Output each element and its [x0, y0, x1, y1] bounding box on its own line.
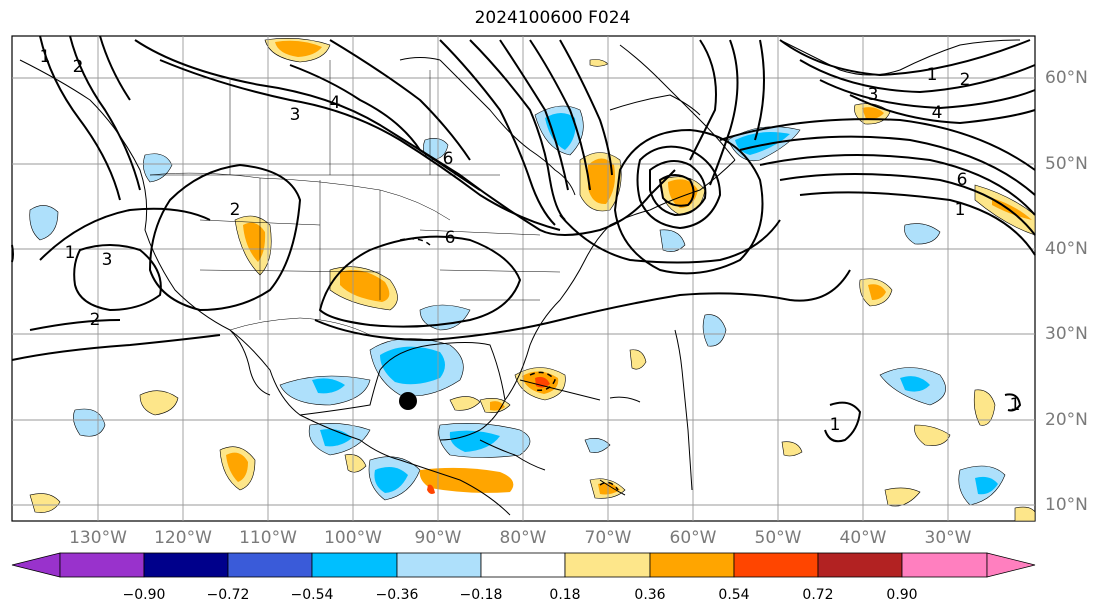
lon-label: 120°W [154, 528, 212, 548]
colorbar-swatch [311, 552, 398, 578]
contour-label: 1 [1010, 395, 1021, 415]
colorbar-swatch [901, 552, 988, 578]
contour-label: 2 [230, 200, 241, 220]
map-title: 2024100600 F024 [474, 8, 631, 28]
lon-label: 110°W [239, 528, 297, 548]
map-area: 1 2 3 4 6 6 1 2 3 4 6 1 2 3 1 2 1 1 [11, 35, 1036, 522]
colorbar-swatch [564, 552, 651, 578]
deep-blue-shading [312, 113, 998, 495]
lon-label: 130°W [69, 528, 127, 548]
contour-label: 3 [290, 105, 301, 125]
colorbar-swatch [480, 552, 566, 578]
colorbar-tick-label: −0.72 [206, 587, 250, 603]
storm-center-marker [399, 392, 417, 410]
contour-label: 4 [330, 93, 341, 113]
lon-label: 50°W [754, 528, 802, 548]
colorbar-tick-label: −0.36 [375, 587, 419, 603]
contour-label: 1 [830, 415, 841, 435]
lat-label: 20°N [1045, 410, 1088, 430]
colorbar-swatch [649, 552, 735, 578]
dashed-contours [399, 238, 619, 491]
contour-label: 6 [957, 170, 968, 190]
lon-label: 80°W [499, 528, 547, 548]
colorbar-swatch [11, 552, 61, 578]
colorbar-tick-label: 0.18 [549, 587, 581, 603]
lon-label: 100°W [324, 528, 382, 548]
contour-label: 1 [65, 243, 76, 263]
contour-label: 1 [955, 200, 966, 220]
colorbar-swatch [733, 552, 819, 578]
colorbar-tick-label: 0.90 [886, 587, 918, 603]
colorbar-tick-label: −0.54 [290, 587, 334, 603]
contour-label: 1 [40, 47, 51, 67]
lon-label: 90°W [414, 528, 462, 548]
contour-label: 2 [73, 57, 84, 77]
contour-label-group: 1 2 3 4 6 6 1 2 3 4 6 1 2 3 1 2 1 1 [40, 47, 1021, 435]
lat-label: 40°N [1045, 239, 1088, 259]
lat-label: 10°N [1045, 495, 1088, 515]
colorbar-tick-label: 0.54 [718, 587, 750, 603]
colorbar [11, 552, 1036, 578]
contour-label: 3 [868, 85, 879, 105]
contours [11, 35, 1036, 443]
colorbar-swatch [986, 552, 1036, 578]
colorbar-tick-label: 0.36 [634, 587, 666, 603]
lat-label: 30°N [1045, 324, 1088, 344]
lat-label: 60°N [1045, 68, 1088, 88]
lon-label: 70°W [584, 528, 632, 548]
contour-label: 1 [927, 65, 938, 85]
coastlines [19, 39, 1021, 516]
contour-label: 2 [960, 70, 971, 90]
lon-label: 60°W [669, 528, 717, 548]
colorbar-swatch [143, 552, 229, 578]
contour-label: 6 [445, 228, 456, 248]
contour-label: 2 [90, 310, 101, 330]
borders [149, 60, 561, 336]
colorbar-swatch [227, 552, 313, 578]
lon-label: 40°W [839, 528, 887, 548]
lon-label: 30°W [924, 528, 972, 548]
contour-label: 3 [102, 250, 113, 270]
colorbar-tick-label: −0.90 [122, 587, 166, 603]
lat-label: 50°N [1045, 154, 1088, 174]
colorbar-tick-label: −0.18 [459, 587, 503, 603]
colorbar-swatch [59, 552, 145, 578]
colorbar-tick-label: 0.72 [802, 587, 834, 603]
colorbar-swatch [396, 552, 482, 578]
colorbar-swatch [817, 552, 903, 578]
contour-label: 4 [932, 103, 943, 123]
contour-label: 6 [443, 149, 454, 169]
